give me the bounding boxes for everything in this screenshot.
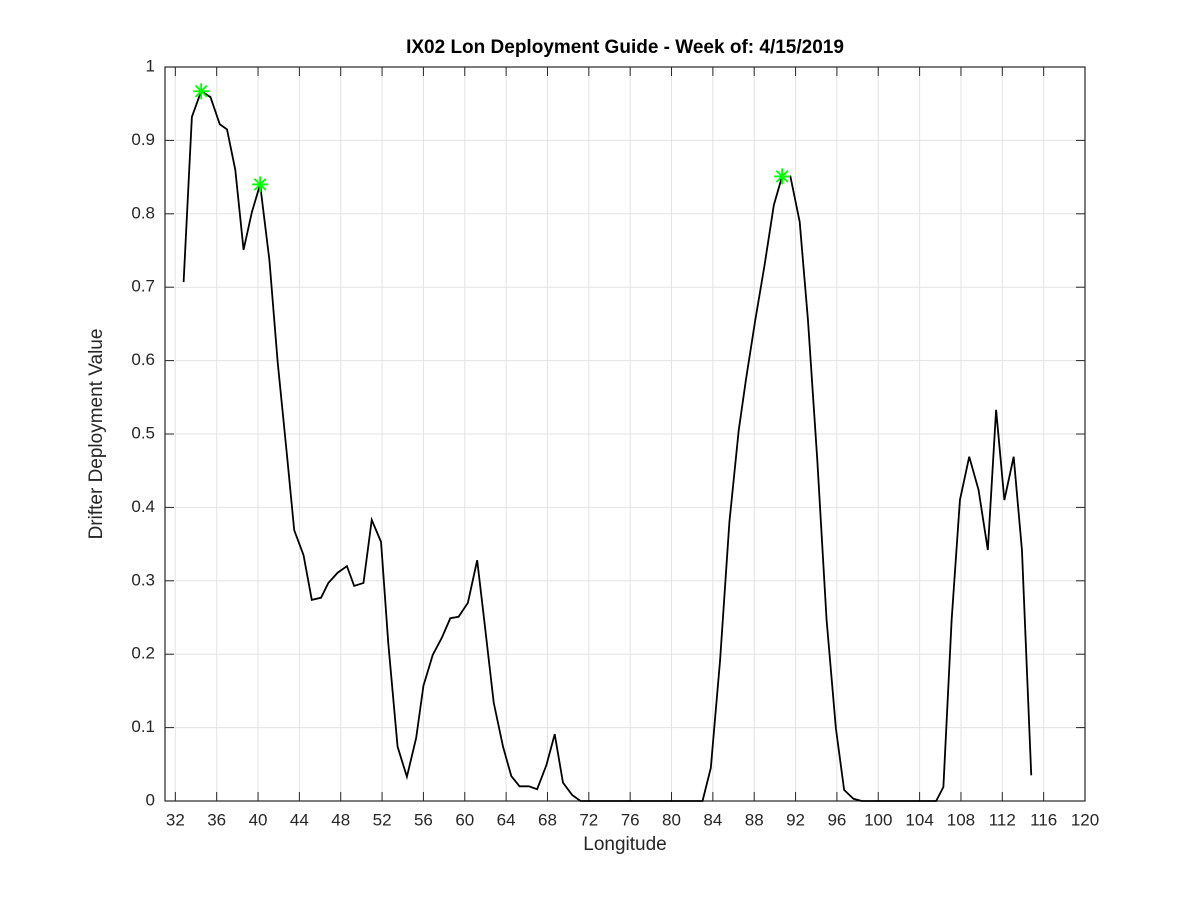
x-tick-label: 96 xyxy=(827,810,846,829)
x-tick-label: 56 xyxy=(414,810,433,829)
x-tick-label: 112 xyxy=(989,810,1016,829)
y-tick-label: 0.3 xyxy=(131,570,155,589)
x-tick-label: 48 xyxy=(331,810,350,829)
x-tick-label: 84 xyxy=(703,810,722,829)
x-tick-label: 60 xyxy=(455,810,474,829)
x-tick-label: 52 xyxy=(373,810,392,829)
x-axis-label: Longitude xyxy=(583,834,666,855)
peak-marker xyxy=(774,168,791,185)
peak-marker xyxy=(252,176,269,193)
x-tick-label: 40 xyxy=(249,810,268,829)
y-tick-label: 0 xyxy=(146,790,155,809)
y-tick-label: 0.9 xyxy=(131,130,155,149)
y-tick-label: 0.2 xyxy=(131,644,155,663)
y-tick-label: 0.1 xyxy=(131,717,155,736)
x-tick-label: 76 xyxy=(621,810,640,829)
x-tick-label: 116 xyxy=(1030,810,1057,829)
x-tick-label: 80 xyxy=(662,810,681,829)
x-tick-label: 104 xyxy=(905,810,933,829)
y-tick-label: 0.5 xyxy=(131,423,155,442)
y-axis-label: Drifter Deployment Value xyxy=(86,329,107,540)
x-tick-label: 100 xyxy=(864,810,892,829)
y-tick-label: 0.8 xyxy=(131,203,155,222)
x-tick-label: 120 xyxy=(1071,810,1099,829)
x-tick-label: 36 xyxy=(207,810,226,829)
data-line xyxy=(182,89,1033,802)
x-tick-label: 44 xyxy=(290,810,309,829)
x-tick-label: 32 xyxy=(166,810,185,829)
x-tick-label: 88 xyxy=(745,810,764,829)
peak-marker xyxy=(193,83,210,100)
chart-title: IX02 Lon Deployment Guide - Week of: 4/1… xyxy=(406,37,844,58)
x-tick-label: 92 xyxy=(786,810,805,829)
y-tick-label: 1 xyxy=(146,56,155,75)
x-tick-label: 68 xyxy=(538,810,557,829)
x-tick-label: 108 xyxy=(947,810,975,829)
y-tick-label: 0.4 xyxy=(131,497,155,516)
x-tick-label: 64 xyxy=(497,810,516,829)
x-tick-label: 72 xyxy=(579,810,598,829)
y-tick-label: 0.6 xyxy=(131,350,155,369)
y-tick-label: 0.7 xyxy=(131,277,155,296)
